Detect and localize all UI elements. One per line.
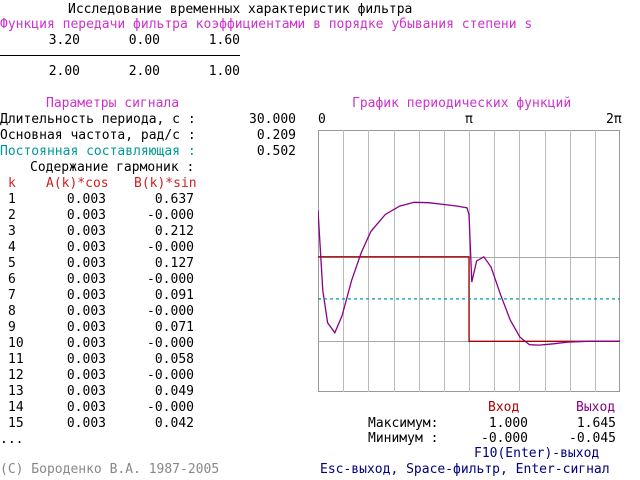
period-value: 30.000 <box>249 112 296 127</box>
numerator-coef-1: 3.20 <box>48 33 80 48</box>
harmonic-a-value: 0.003 <box>66 208 106 223</box>
harmonic-index: 9 <box>8 320 16 335</box>
signal-params-heading: Параметры сигнала <box>46 96 180 111</box>
harmonic-index: 6 <box>8 272 16 287</box>
denominator-coef-2: 2.00 <box>128 64 160 79</box>
min-input-value: -0.000 <box>481 431 528 446</box>
harmonic-b-value: -0.000 <box>147 336 194 351</box>
numerator-coef-3: 1.60 <box>208 33 240 48</box>
harmonic-a-value: 0.003 <box>66 288 106 303</box>
denominator-coef-3: 1.00 <box>208 64 240 79</box>
harmonic-index: 7 <box>8 288 16 303</box>
harmonic-index: 8 <box>8 304 16 319</box>
harmonic-index: 1 <box>8 192 16 207</box>
harmonic-index: 4 <box>8 240 16 255</box>
harmonic-b-value: 0.058 <box>154 352 194 367</box>
min-output-value: -0.045 <box>569 431 616 446</box>
harmonic-b-value: 0.071 <box>154 320 194 335</box>
harmonic-index: 2 <box>8 208 16 223</box>
harmonic-b-value: -0.000 <box>147 400 194 415</box>
harmonic-a-value: 0.003 <box>66 272 106 287</box>
harmonic-a-value: 0.003 <box>66 224 106 239</box>
harmonic-index: 13 <box>8 384 24 399</box>
harmonic-a-value: 0.003 <box>66 304 106 319</box>
output-legend: Выход <box>576 400 616 415</box>
harmonics-label: Содержание гармоник : <box>30 160 195 175</box>
harmonic-index: 15 <box>8 416 24 431</box>
frequency-value: 0.209 <box>256 128 296 143</box>
harmonic-a-value: 0.003 <box>66 400 106 415</box>
harmonic-a-value: 0.003 <box>66 384 106 399</box>
copyright: (C) Бороденко В.А. 1987-2005 <box>0 462 220 477</box>
harmonic-b-value: -0.000 <box>147 208 194 223</box>
harmonic-a-value: 0.003 <box>66 192 106 207</box>
harmonic-a-value: 0.003 <box>66 320 106 335</box>
max-output-value: 1.645 <box>576 416 616 431</box>
f10-exit-hint[interactable]: F10(Enter)-выход <box>474 446 600 461</box>
harmonic-index: 3 <box>8 224 16 239</box>
harmonic-index: 11 <box>8 352 24 367</box>
harmonic-index: 10 <box>8 336 24 351</box>
min-label: Минимум : <box>368 431 439 446</box>
max-label: Максимум: <box>368 416 439 431</box>
harmonic-b-value: -0.000 <box>147 240 194 255</box>
graph-title: График периодических функций <box>352 96 572 111</box>
input-legend: Вход <box>488 400 520 415</box>
harmonic-a-value: 0.003 <box>66 368 106 383</box>
harmonic-b-value: 0.042 <box>154 416 194 431</box>
harmonic-a-value: 0.003 <box>66 256 106 271</box>
periodic-functions-chart <box>318 130 620 392</box>
max-input-value: 1.000 <box>488 416 528 431</box>
keyboard-shortcuts-hint[interactable]: Esc-выход, Space-фильтр, Enter-сигнал <box>320 462 610 477</box>
numerator-coef-2: 0.00 <box>128 33 160 48</box>
harmonic-b-value: 0.049 <box>154 384 194 399</box>
harmonic-index: 5 <box>8 256 16 271</box>
harmonic-index: 14 <box>8 400 24 415</box>
harmonic-b-value: 0.637 <box>154 192 194 207</box>
harmonic-b-value: -0.000 <box>147 368 194 383</box>
dc-component-value: 0.502 <box>256 144 296 159</box>
harmonic-a-value: 0.003 <box>66 352 106 367</box>
tick-label-pi: π <box>465 112 473 127</box>
frequency-label: Основная частота, рад/с : <box>0 128 196 143</box>
column-header-a: A(k)*cos <box>46 176 109 191</box>
table-ellipsis: ... <box>0 432 24 447</box>
harmonic-b-value: 0.127 <box>154 256 194 271</box>
harmonic-a-value: 0.003 <box>66 240 106 255</box>
column-header-b: B(k)*sin <box>134 176 197 191</box>
harmonic-index: 12 <box>8 368 24 383</box>
harmonic-b-value: -0.000 <box>147 272 194 287</box>
harmonic-b-value: 0.212 <box>154 224 194 239</box>
harmonic-b-value: 0.091 <box>154 288 194 303</box>
denominator-coef-1: 2.00 <box>48 64 80 79</box>
harmonic-b-value: -0.000 <box>147 304 194 319</box>
harmonic-a-value: 0.003 <box>66 416 106 431</box>
page-title: Исследование временных характеристик фил… <box>68 2 413 17</box>
period-label: Длительность периода, с : <box>0 112 196 127</box>
transfer-function-caption: Функция передачи фильтра коэффициентами … <box>0 17 533 32</box>
fraction-line <box>0 55 240 56</box>
tick-label-2pi: 2π <box>606 112 622 127</box>
output-signal-line <box>318 201 620 346</box>
dc-component-label: Постоянная составляющая : <box>0 144 196 159</box>
harmonic-a-value: 0.003 <box>66 336 106 351</box>
tick-label-0: 0 <box>318 112 326 127</box>
column-header-k: k <box>8 176 16 191</box>
